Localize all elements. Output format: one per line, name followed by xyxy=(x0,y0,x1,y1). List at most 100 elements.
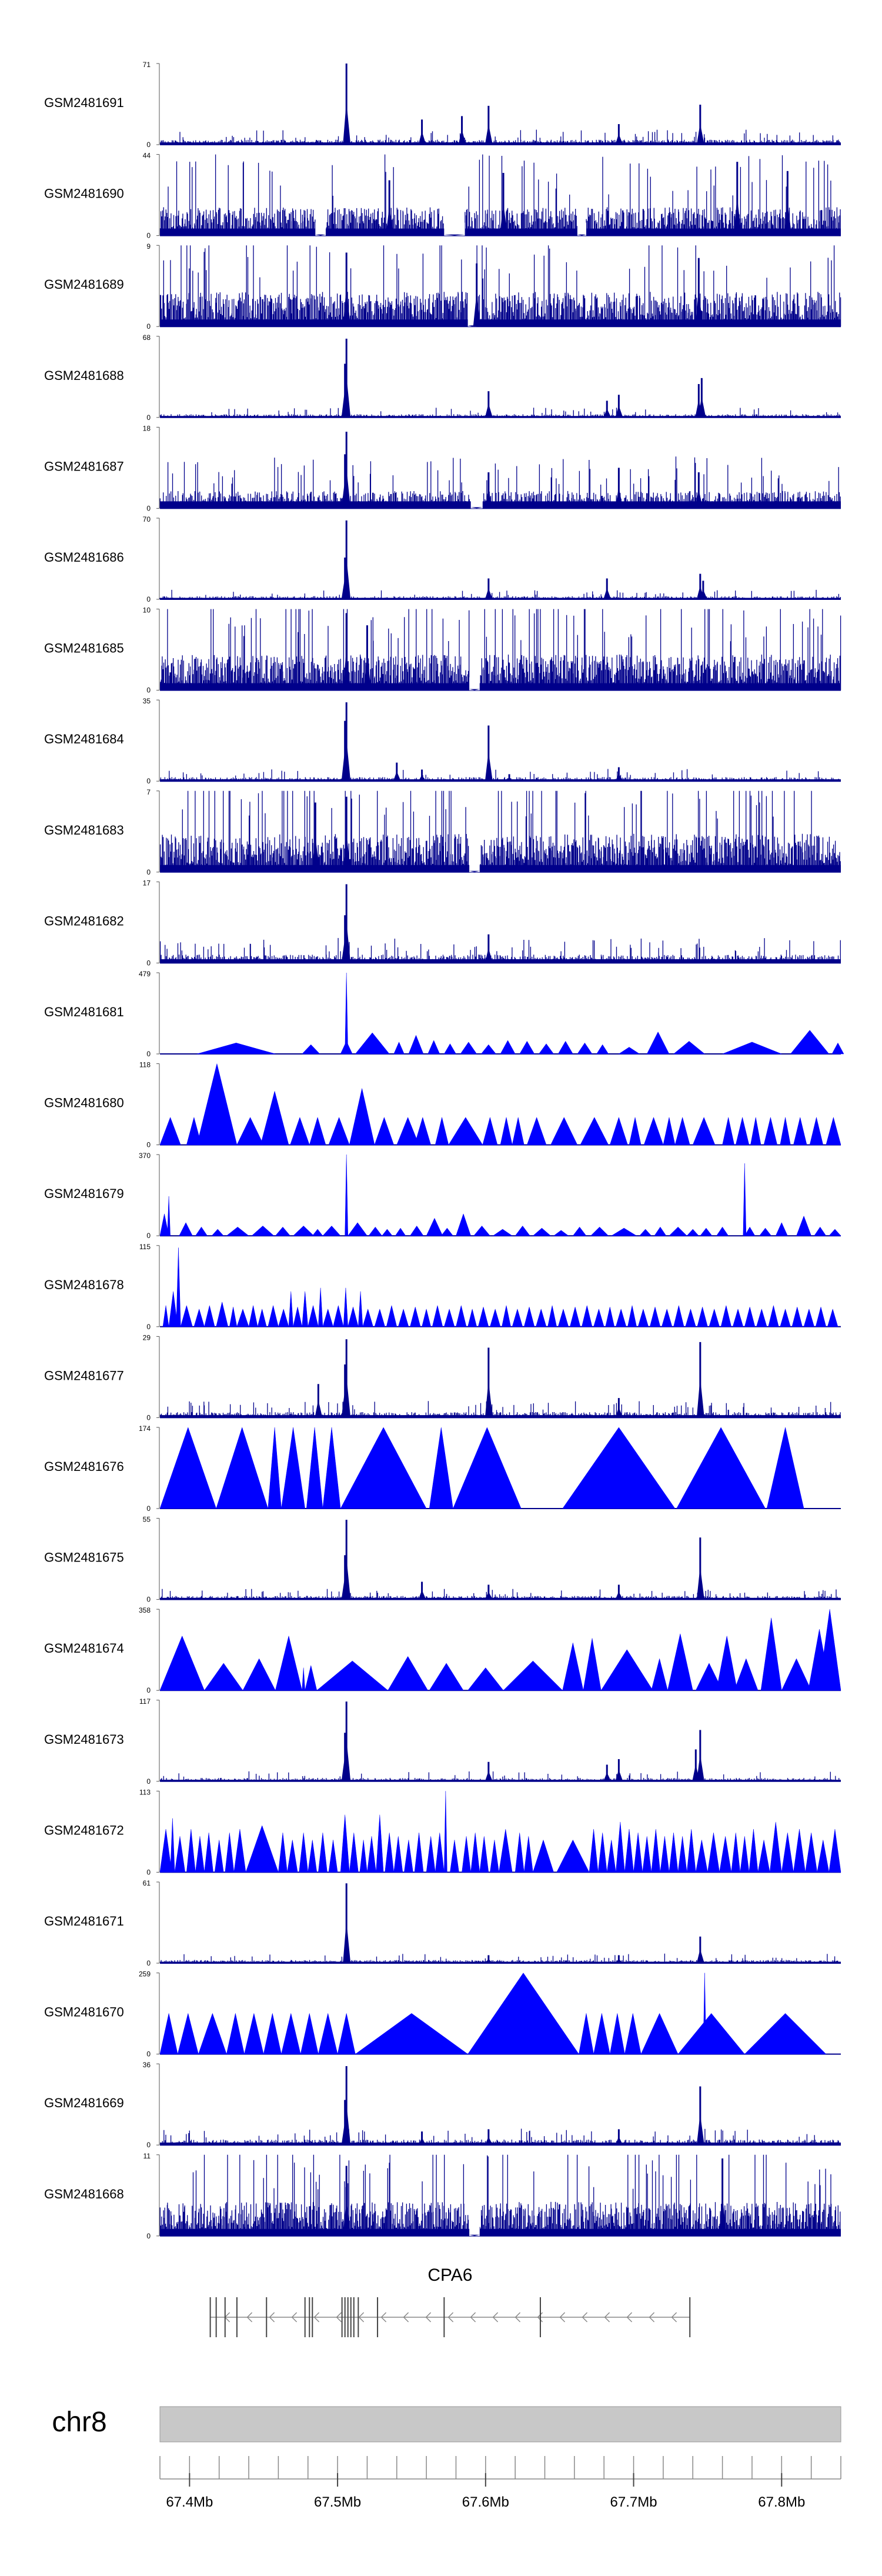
signal-peak xyxy=(600,1649,653,1691)
y-min-label: 0 xyxy=(146,1050,151,1058)
signal-peak xyxy=(677,1836,687,1873)
signal-bars xyxy=(159,456,841,509)
track-GSM2481680: GSM2481680 118 0 xyxy=(44,1061,841,1149)
y-max-label: 35 xyxy=(143,697,151,705)
signal-floor xyxy=(160,416,841,418)
y-min-label: 0 xyxy=(146,1686,151,1694)
signal-peak xyxy=(281,1427,305,1509)
track-label: GSM2481685 xyxy=(44,641,124,656)
y-min-label: 0 xyxy=(146,1959,151,1967)
signal-peak xyxy=(344,454,346,509)
signal-peak xyxy=(344,720,346,782)
signal-peak xyxy=(828,1829,841,1873)
signal-peak xyxy=(610,1227,637,1236)
y-max-label: 61 xyxy=(143,1879,151,1887)
signal-peak-shoulder xyxy=(615,1771,623,1781)
signal-peak xyxy=(699,2086,701,2145)
signal-peak xyxy=(302,1044,320,1055)
signal-peak xyxy=(367,1836,376,1873)
signal-peak-shoulder xyxy=(485,2138,493,2145)
signal-peak xyxy=(318,2013,338,2054)
tick-label: 67.6Mb xyxy=(462,2494,509,2510)
signal-peak xyxy=(514,1833,524,1873)
track-label: GSM2481681 xyxy=(44,1005,124,1019)
signal-peak xyxy=(480,1044,496,1055)
y-min-label: 0 xyxy=(146,322,151,331)
signal-floor xyxy=(160,865,841,872)
signal-peak xyxy=(159,1213,169,1236)
signal-floor xyxy=(160,1415,841,1418)
signal-peak xyxy=(526,1117,547,1145)
signal-peak xyxy=(300,2013,319,2054)
y-min-label: 0 xyxy=(146,141,151,149)
signal-peak xyxy=(159,2013,178,2054)
signal-peak-shoulder xyxy=(485,950,493,963)
y-max-label: 44 xyxy=(143,152,151,160)
signal-peak xyxy=(337,2013,356,2054)
signal-peak xyxy=(694,1749,697,1781)
signal-peak xyxy=(344,915,346,963)
signal-peak xyxy=(344,1555,346,1600)
signal-peak xyxy=(692,1117,716,1145)
signal-peak xyxy=(606,1764,608,1781)
strand-arrow xyxy=(447,2312,454,2323)
signal-peak xyxy=(467,1973,579,2054)
signal-peak xyxy=(293,1307,302,1327)
signal-peak-shoulder xyxy=(719,2201,727,2236)
y-max-label: 68 xyxy=(143,333,151,342)
strand-arrow xyxy=(470,2312,476,2323)
signal-peak xyxy=(553,1230,569,1236)
signal-peak-shoulder xyxy=(341,393,349,418)
signal-peak-shoulder xyxy=(343,293,351,327)
signal-peak xyxy=(344,363,346,418)
signal-peak xyxy=(629,1117,642,1145)
signal-peak xyxy=(557,1040,573,1055)
signal-peak-shoulder xyxy=(615,407,623,418)
track-GSM2481678: GSM2481678 115 0 xyxy=(44,1243,841,1331)
y-min-label: 0 xyxy=(146,959,151,967)
tick-label: 67.7Mb xyxy=(610,2494,657,2510)
signal-peak xyxy=(828,1229,841,1236)
track-GSM2481689: GSM2481689 9 0 xyxy=(44,242,841,331)
signal-peak-shoulder xyxy=(692,1767,700,1781)
signal-peak xyxy=(453,1427,522,1509)
track-label: GSM2481687 xyxy=(44,459,124,473)
signal-peak xyxy=(538,1043,554,1055)
signal-peak xyxy=(196,1063,238,1145)
y-min-label: 0 xyxy=(146,1232,151,1240)
signal-peak xyxy=(502,1305,511,1327)
signal-peak-shoulder xyxy=(615,2138,623,2145)
signal-peak xyxy=(421,119,423,145)
signal-peak xyxy=(703,1973,707,2054)
signal-peak xyxy=(343,1287,348,1327)
track-label: GSM2481683 xyxy=(44,823,124,837)
signal-peak-shoulder xyxy=(343,2204,351,2236)
signal-peak xyxy=(757,1840,770,1873)
signal-peak xyxy=(388,180,390,236)
strand-arrow xyxy=(380,2312,387,2323)
signal-peak xyxy=(827,1308,838,1327)
signal-peak-shoulder xyxy=(485,405,493,418)
signal-peak xyxy=(316,1660,389,1691)
signal-peak xyxy=(502,172,505,236)
signal-peak xyxy=(278,1308,289,1327)
signal-peak xyxy=(720,1305,732,1327)
genome-axis: 67.4Mb 67.5Mb 67.6Mb 67.7Mb 67.8Mb xyxy=(159,2456,841,2510)
signal-peak xyxy=(444,1308,455,1327)
signal-peak xyxy=(662,1308,673,1327)
y-max-label: 358 xyxy=(139,1606,151,1614)
signal-peak xyxy=(263,2013,282,2054)
signal-peak-shoulder xyxy=(418,776,426,782)
signal-peak xyxy=(686,1229,699,1236)
signal-peak xyxy=(322,1226,341,1236)
signal-bars xyxy=(159,790,841,872)
signal-peak xyxy=(503,1660,563,1691)
signal-peak xyxy=(340,1427,427,1509)
signal-peak xyxy=(606,1840,616,1873)
signal-peak xyxy=(186,1829,196,1873)
signal-peak xyxy=(487,105,490,145)
signal-peak xyxy=(815,1306,827,1327)
signal-peak xyxy=(582,1305,593,1327)
track-label: GSM2481684 xyxy=(44,732,124,746)
signal-peak xyxy=(699,1342,701,1418)
